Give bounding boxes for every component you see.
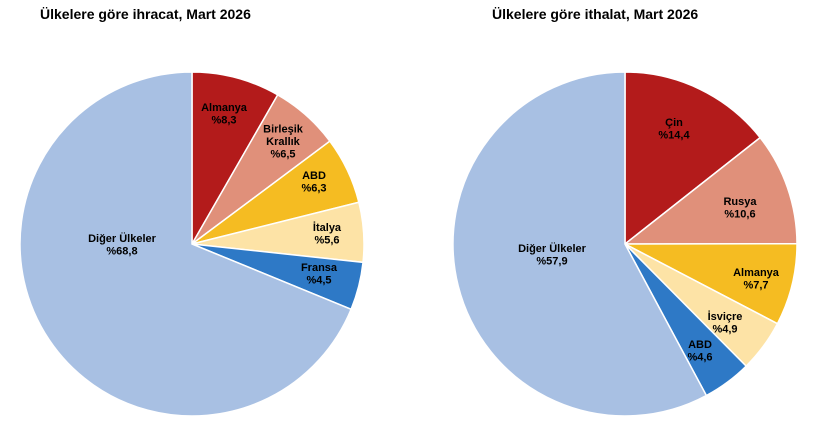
export-label-italya: İtalya %5,6 xyxy=(313,221,342,247)
export-slice-almanya xyxy=(191,71,279,247)
import-label-almanya: Almanya %7,7 xyxy=(733,267,780,292)
export-chart-title: Ülkelere göre ihracat, Mart 2026 xyxy=(40,6,251,22)
export-label-abd: ABD %6,3 xyxy=(301,170,326,195)
import-label-rusya: Rusya %10,6 xyxy=(723,196,757,221)
import-chart-title: Ülkelere göre ithalat, Mart 2026 xyxy=(492,6,699,22)
export-slice-diger-ulkeler xyxy=(19,71,353,417)
import-slice-diger-ulkeler xyxy=(452,71,708,417)
export-label-birlesik-krallik: Birleşik Krallık %6,5 xyxy=(263,124,304,161)
import-label-cin: Çin %14,4 xyxy=(658,117,690,142)
import-slice-cin xyxy=(624,71,762,246)
import-label-diger-ulkeler: Diğer Ülkeler %57,9 xyxy=(518,242,587,268)
import-label-isvicre: İsviçre %4,9 xyxy=(708,310,743,336)
import-slice-rusya xyxy=(622,136,798,245)
import-label-abd: ABD %4,6 xyxy=(687,339,712,364)
export-label-diger-ulkeler: Diğer Ülkeler %68,8 xyxy=(88,232,157,258)
export-label-fransa: Fransa %4,5 xyxy=(301,262,338,287)
export-label-almanya: Almanya %8,3 xyxy=(201,102,248,127)
